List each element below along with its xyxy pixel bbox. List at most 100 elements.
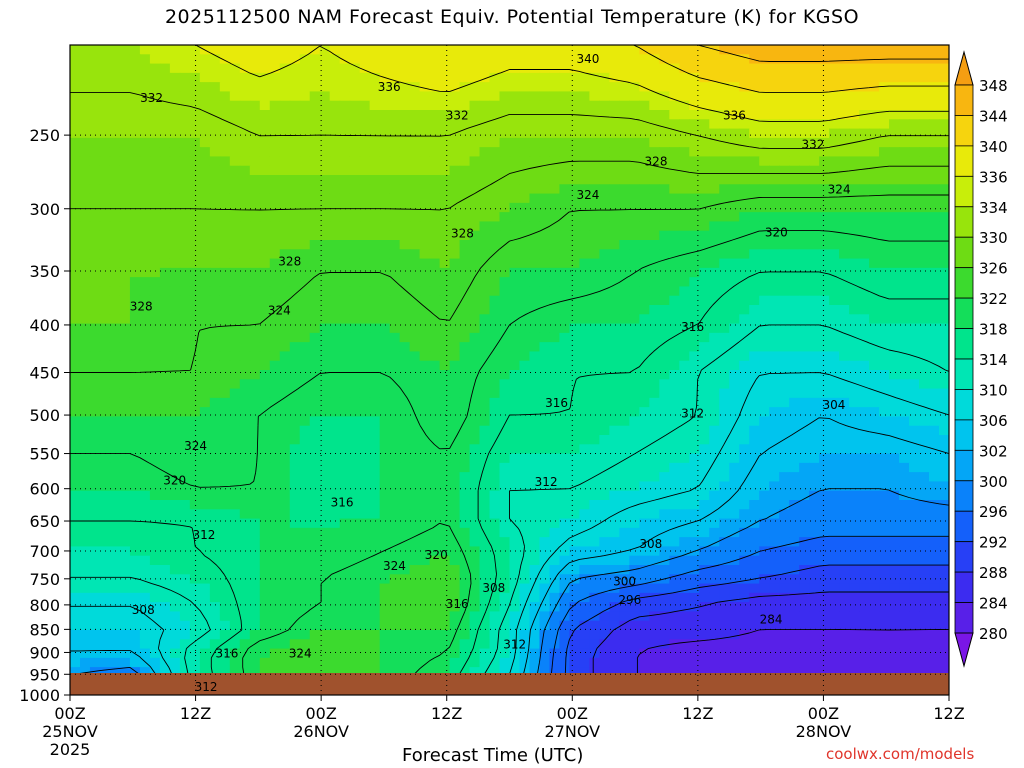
field-cell [599, 193, 610, 204]
field-cell [129, 305, 141, 315]
field-cell [169, 45, 181, 55]
field-cell [909, 230, 920, 241]
field-cell [179, 147, 191, 158]
field-cell [559, 212, 571, 223]
field-cell [279, 555, 291, 566]
field-cell [429, 156, 441, 167]
field-cell [269, 258, 281, 269]
field-cell [909, 100, 920, 111]
field-cell [469, 295, 481, 306]
field-cell [589, 147, 600, 158]
field-cell [99, 156, 111, 167]
field-cell [489, 518, 501, 529]
field-cell [779, 407, 790, 418]
field-cell [70, 305, 81, 315]
field-cell [419, 462, 431, 473]
field-cell [869, 370, 880, 380]
field-cell [169, 230, 181, 241]
field-cell [299, 435, 311, 445]
field-cell [219, 137, 231, 148]
field-cell [629, 546, 640, 557]
field-cell [289, 240, 301, 250]
field-cell [889, 175, 900, 185]
field-cell [699, 277, 710, 288]
field-cell [369, 258, 381, 269]
field-cell [679, 45, 690, 55]
field-cell [369, 351, 381, 362]
field-cell [279, 110, 291, 120]
field-cell [79, 63, 91, 74]
field-cell [769, 286, 780, 297]
field-cell [459, 110, 471, 120]
field-cell [759, 546, 770, 557]
field-cell [79, 518, 91, 529]
field-cell [559, 351, 571, 362]
field-cell [729, 240, 740, 250]
field-cell [859, 453, 870, 464]
field-cell [789, 156, 800, 167]
field-cell [829, 286, 840, 297]
field-cell [449, 537, 461, 548]
field-cell [309, 91, 321, 102]
field-cell [829, 82, 840, 93]
field-cell [189, 509, 201, 520]
field-cell [839, 119, 850, 130]
field-cell [869, 500, 880, 510]
field-cell [419, 332, 431, 343]
field-cell [569, 212, 581, 223]
field-cell [429, 416, 441, 427]
field-cell [529, 342, 541, 353]
field-cell [599, 370, 610, 380]
field-cell [819, 165, 830, 176]
field-cell [609, 267, 620, 278]
field-cell [70, 100, 81, 111]
field-cell [669, 565, 680, 575]
field-cell [339, 323, 351, 334]
field-cell [499, 416, 511, 427]
field-cell [299, 407, 311, 418]
field-cell [899, 379, 910, 390]
field-cell [70, 175, 81, 185]
field-cell [719, 323, 730, 334]
field-cell [859, 527, 870, 538]
field-cell [579, 407, 591, 418]
field-cell [149, 407, 161, 418]
field-cell [369, 435, 381, 445]
field-cell [629, 193, 640, 204]
field-cell [119, 286, 131, 297]
field-cell [749, 119, 760, 130]
field-cell [109, 91, 121, 102]
field-cell [569, 184, 581, 195]
field-cell [399, 137, 411, 148]
field-cell [239, 360, 251, 371]
field-cell [549, 72, 561, 83]
field-cell [499, 221, 511, 232]
field-cell [499, 110, 511, 120]
field-cell [409, 323, 421, 334]
field-cell [89, 305, 101, 315]
field-cell [559, 193, 571, 204]
field-cell [159, 314, 171, 325]
field-cell [129, 184, 141, 195]
field-cell [749, 500, 760, 510]
field-cell [739, 370, 750, 380]
field-cell [599, 527, 610, 538]
field-cell [509, 63, 521, 74]
field-cell [229, 212, 241, 223]
field-cell [679, 490, 690, 501]
field-cell [869, 193, 880, 204]
field-cell [419, 555, 431, 566]
field-cell [659, 314, 670, 325]
field-cell [449, 555, 461, 566]
field-cell [379, 527, 391, 538]
field-cell [129, 295, 141, 306]
field-cell [499, 537, 511, 548]
field-cell [409, 295, 421, 306]
field-cell [339, 435, 351, 445]
field-cell [289, 202, 301, 213]
field-cell [829, 342, 840, 353]
field-cell [909, 342, 920, 353]
field-cell [369, 360, 381, 371]
field-cell [259, 193, 271, 204]
field-cell [939, 351, 949, 362]
